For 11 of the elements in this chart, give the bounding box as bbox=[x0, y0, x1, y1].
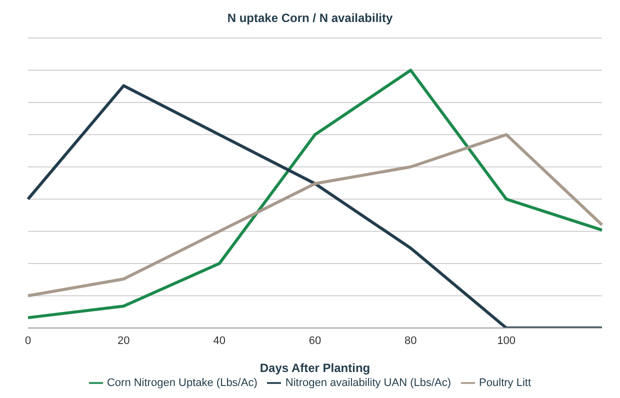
x-tick-label: 100 bbox=[497, 334, 516, 347]
x-tick-label: 20 bbox=[118, 334, 130, 347]
chart-title: N uptake Corn / N availability bbox=[226, 10, 394, 27]
x-tick-label: 0 bbox=[24, 334, 32, 347]
x-axis-title: Days After Planting bbox=[260, 361, 370, 375]
x-tick-label: 60 bbox=[308, 334, 322, 347]
legend-label: Corn Nitrogen Uptake (Lbs/Ac) bbox=[106, 376, 258, 389]
x-tick-label: 40 bbox=[213, 334, 226, 347]
legend-label: Poultry Litt bbox=[479, 376, 532, 389]
x-tick-label: 80 bbox=[404, 334, 417, 347]
legend-label: Nitrogen availability UAN (Lbs/Ac) bbox=[285, 376, 452, 389]
